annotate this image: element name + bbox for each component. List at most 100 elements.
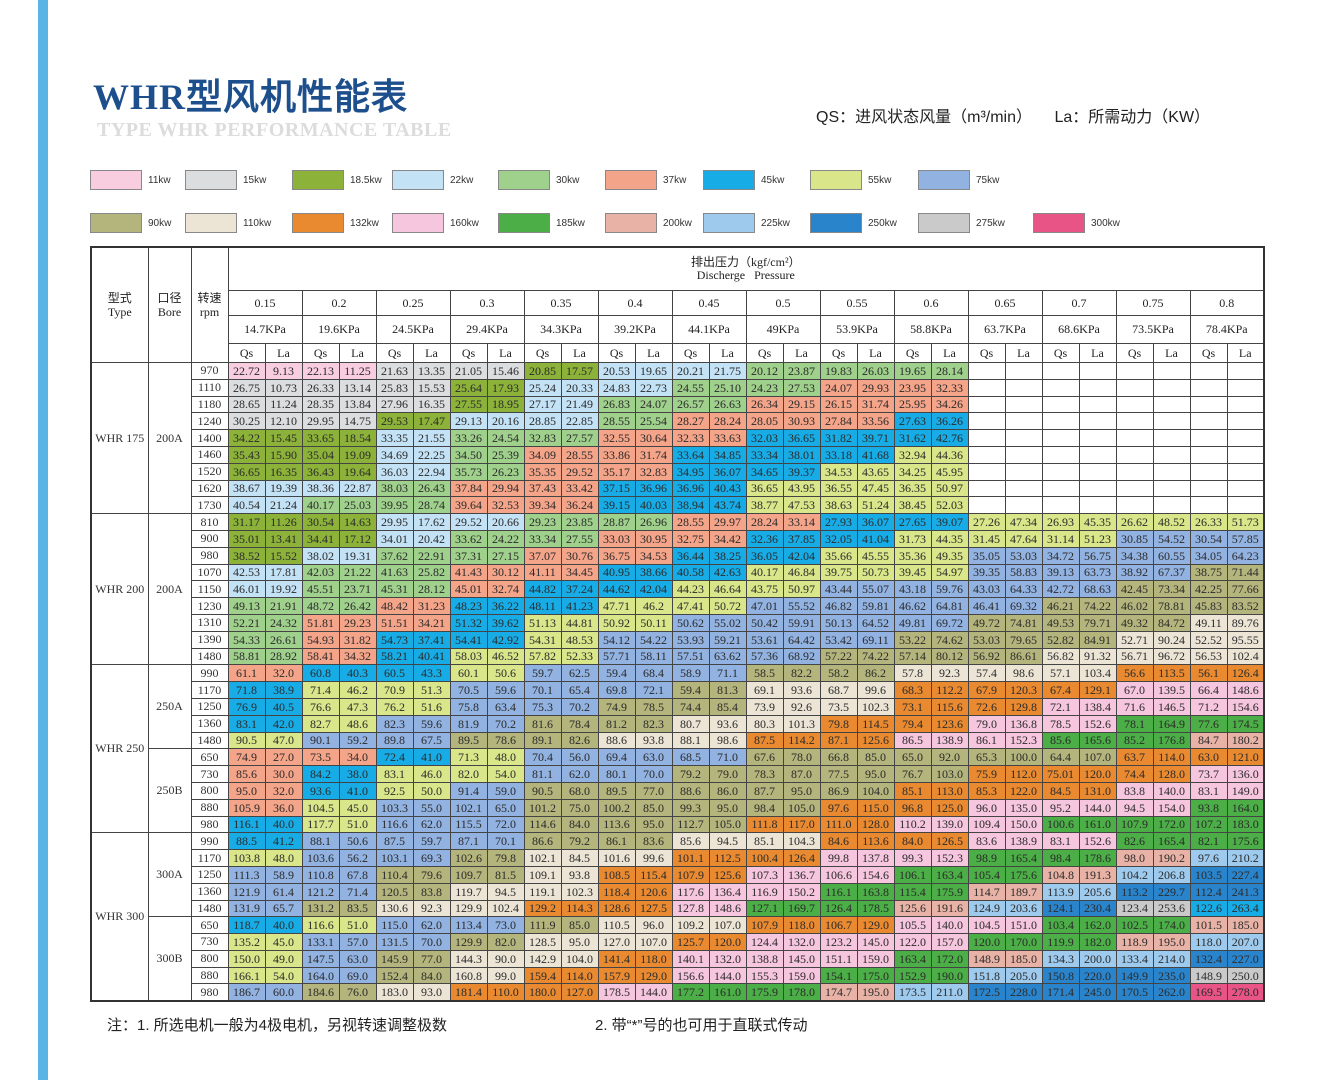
qs-cell: 53.22 <box>893 630 932 649</box>
la-cell: 92.0 <box>930 748 969 767</box>
fan-type-cell: WHR 175 <box>90 361 149 515</box>
qs-cell: 127.8 <box>671 899 710 918</box>
la-cell: 85.0 <box>856 748 895 767</box>
la-cell: 175.6 <box>1004 865 1043 884</box>
legend-swatch <box>810 213 862 233</box>
rpm-cell: *990 <box>190 664 229 683</box>
qs-cell: 56.82 <box>1041 647 1080 666</box>
la-cell: 93.8 <box>634 731 673 750</box>
la-cell: 206.8 <box>1152 865 1191 884</box>
la-cell <box>1004 429 1043 447</box>
la-cell: 16.35 <box>264 462 303 481</box>
la-cell: 79.6 <box>412 865 451 884</box>
qs-cell: 184.6 <box>301 983 340 1002</box>
qs-cell: 29.53 <box>375 412 414 431</box>
la-cell: 84.0 <box>560 815 599 834</box>
qs-cell: 25.64 <box>449 378 488 397</box>
qs-cell: 35.43 <box>227 445 266 464</box>
la-cell: 139.0 <box>930 815 969 834</box>
qs-cell: 98.4 <box>745 798 784 817</box>
la-cell: 45.35 <box>1078 513 1117 531</box>
left-blue-stripe <box>38 0 48 1080</box>
qs-cell: 41.63 <box>375 563 414 582</box>
qs-cell: 57.14 <box>893 647 932 666</box>
table-row: 1150 46.01 19.92 45.51 23.71 45.31 28.12 45.01 3… <box>91 580 1265 599</box>
la-cell: 26.23 <box>486 462 525 481</box>
qs-cell: 39.45 <box>893 563 932 582</box>
qs-cell: 22.72 <box>227 362 266 380</box>
legend-item-18.5kw: 18.5kw <box>292 170 382 190</box>
la-cell: 63.0 <box>338 949 377 968</box>
legend-label: 11kw <box>148 174 171 186</box>
qs-cell: 38.36 <box>301 479 340 498</box>
qs-cell: 123.2 <box>819 933 858 951</box>
la-cell: 120.0 <box>1078 765 1117 783</box>
qs-cell: 129.9 <box>449 899 488 918</box>
qs-cell: 118.0 <box>1189 933 1228 951</box>
qs-cell: 37.15 <box>597 479 636 498</box>
la-cell: 50.6 <box>338 832 377 851</box>
la-cell: 185.0 <box>1004 949 1043 968</box>
qs-cell: 63.7 <box>1115 748 1154 767</box>
la-cell <box>1004 479 1043 498</box>
qs-cell: 58.5 <box>745 664 784 683</box>
rpm-value: 1480 <box>197 732 222 747</box>
la-cell <box>1226 362 1265 380</box>
rpm-value: 1310 <box>197 615 222 630</box>
qs-cell <box>1041 395 1080 414</box>
qs-cell: 34.50 <box>449 445 488 464</box>
la-cell: 229.7 <box>1152 882 1191 901</box>
la-cell: 17.81 <box>264 563 303 582</box>
qs-cell: 75.01 <box>1041 765 1080 783</box>
la-cell: 59.21 <box>708 630 747 649</box>
qs-cell: 54.73 <box>375 630 414 649</box>
la-cell <box>1152 429 1191 447</box>
rpm-cell: 730 <box>190 765 229 783</box>
la-cell: 82.0 <box>486 933 525 951</box>
la-cell: 86.61 <box>1004 647 1043 666</box>
la-cell <box>1004 445 1043 464</box>
qs-cell: 58.41 <box>301 647 340 666</box>
qs-cell <box>1189 496 1228 515</box>
la-cell: 200.0 <box>1078 949 1117 968</box>
la-cell: 28.55 <box>560 445 599 464</box>
la-cell: 20.33 <box>560 378 599 397</box>
la-cell: 99.6 <box>634 849 673 867</box>
qs-cell: 26.34 <box>745 395 784 414</box>
la-cell: 51.3 <box>412 681 451 699</box>
qs-cell: 116.9 <box>745 882 784 901</box>
qs-cell: 109.7 <box>449 865 488 884</box>
la-cell <box>1152 378 1191 397</box>
qs-cell: 133.4 <box>1115 949 1154 968</box>
qs-cell: 19.83 <box>819 362 858 380</box>
qs-cell: 77.6 <box>1189 714 1228 733</box>
qs-cell: 72.6 <box>967 697 1006 716</box>
qs-cell: 73.5 <box>301 748 340 767</box>
qs-cell: 91.4 <box>449 781 488 800</box>
la-cell: 131.0 <box>1078 781 1117 800</box>
la-cell: 92.3 <box>412 899 451 918</box>
qs-cell: 186.7 <box>227 983 266 1002</box>
type-header: 型式 Type <box>90 246 149 363</box>
qs-cell: 56.92 <box>967 647 1006 666</box>
qs-cell: 35.66 <box>819 546 858 565</box>
qs-cell: 61.1 <box>227 664 266 683</box>
la-cell: 27.15 <box>486 546 525 565</box>
qs-cell: 85.3 <box>967 781 1006 800</box>
rpm-value: 810 <box>200 514 219 529</box>
la-cell: 34.42 <box>708 529 747 548</box>
la-cell: 83.52 <box>1226 597 1265 615</box>
qs-cell: 111.0 <box>819 815 858 834</box>
la-cell: 26.61 <box>264 630 303 649</box>
qs-cell: 83.1 <box>1189 781 1228 800</box>
footnote-1: 注：1. 所选电机一般为4极电机，另视转速调整极数 <box>107 1017 448 1034</box>
rpm-value: 1230 <box>197 598 222 613</box>
qs-cell: 101.6 <box>597 849 636 867</box>
qs-cell: 95.2 <box>1041 798 1080 817</box>
la-cell <box>1004 378 1043 397</box>
la-cell: 47.53 <box>782 496 821 515</box>
qs-cell: 54.41 <box>449 630 488 649</box>
qs-cell: 102.1 <box>523 849 562 867</box>
la-cell: 54.0 <box>264 966 303 985</box>
la-cell: 114.0 <box>560 966 599 985</box>
